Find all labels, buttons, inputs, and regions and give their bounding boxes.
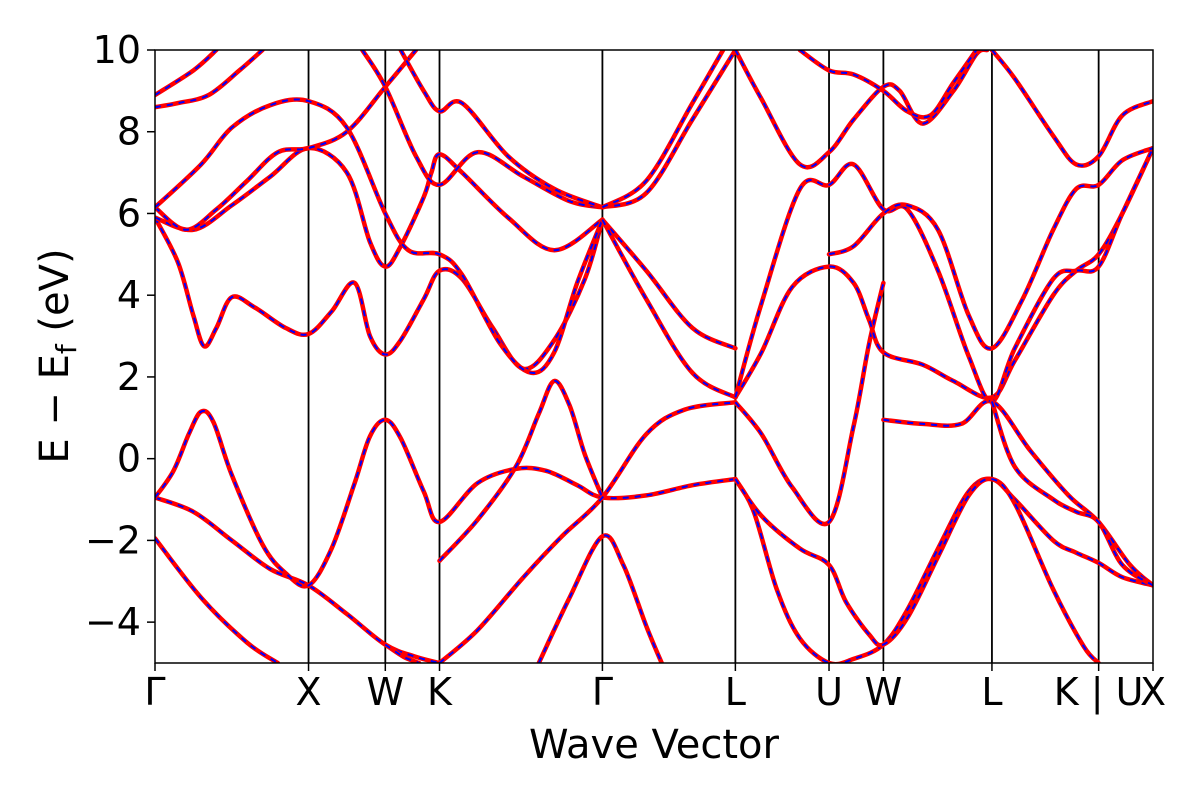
x-tick-label: Γ xyxy=(144,670,165,714)
band-line-blue-dashed xyxy=(361,50,603,209)
plot-background xyxy=(155,50,1153,663)
band-line-blue-dashed xyxy=(799,50,978,119)
x-tick-label: K | U xyxy=(1054,670,1144,715)
band-line-red xyxy=(826,145,1153,351)
x-tick-label: W xyxy=(367,670,405,714)
band-line-blue-dashed xyxy=(991,50,1153,167)
band-line-blue-dashed xyxy=(399,50,603,209)
y-axis-label: E − Ef (eV) xyxy=(32,248,83,463)
band-line-blue-dashed xyxy=(155,217,604,370)
y-tick-label: −2 xyxy=(85,518,141,562)
x-tick-label: W xyxy=(865,670,903,714)
band-line-blue-dashed xyxy=(155,409,736,588)
band-line-blue-dashed xyxy=(734,147,1153,403)
x-tick-label: L xyxy=(725,670,746,714)
y-axis-label-sub: f xyxy=(50,343,83,354)
band-line-blue-dashed xyxy=(601,50,724,209)
x-tick-label: X xyxy=(1140,670,1166,714)
band-line-blue-dashed xyxy=(990,401,1153,587)
band-line-blue-dashed xyxy=(537,534,663,663)
band-line-blue-dashed xyxy=(734,282,885,525)
x-tick-label: L xyxy=(981,670,1002,714)
band-line-blue-dashed xyxy=(734,50,988,169)
x-axis-label: Wave Vector xyxy=(529,722,780,768)
band-line-red xyxy=(155,50,219,98)
plot-frame xyxy=(154,49,1154,664)
y-tick-label: 2 xyxy=(117,355,141,399)
y-tick-label: 8 xyxy=(117,110,141,154)
band-line-blue-dashed xyxy=(155,98,604,374)
x-tick-label: K xyxy=(427,670,453,714)
x-tick-label: X xyxy=(296,670,322,714)
y-axis-label-main: E − E xyxy=(32,354,78,464)
y-tick-label: 0 xyxy=(117,437,141,481)
band-line-blue-dashed xyxy=(438,401,736,663)
bands-layer xyxy=(155,50,1153,663)
x-tick-label: Γ xyxy=(592,670,613,714)
y-tick-label: 10 xyxy=(93,28,141,72)
band-line-blue-dashed xyxy=(734,477,1153,663)
band-line-blue-dashed xyxy=(734,147,1153,399)
band-line-blue-dashed xyxy=(155,50,264,109)
band-line-blue-dashed xyxy=(155,537,279,663)
band-line-blue-dashed xyxy=(602,50,737,209)
x-tick-label: U xyxy=(815,670,843,714)
y-axis-ticks: −4 −2 0 2 4 6 8 10 xyxy=(85,28,155,644)
band-line-blue-dashed xyxy=(155,147,603,268)
band-line-blue-dashed xyxy=(734,477,1100,663)
band-line-blue-dashed xyxy=(155,50,417,231)
y-axis-label-unit: (eV) xyxy=(32,248,78,344)
y-tick-label: 4 xyxy=(117,273,141,317)
band-line-blue-dashed xyxy=(601,219,736,399)
band-line-blue-dashed xyxy=(601,218,736,350)
band-line-blue-dashed xyxy=(384,643,420,663)
band-line-blue-dashed xyxy=(438,380,604,562)
band-line-blue-dashed xyxy=(883,400,1153,587)
y-tick-label: −4 xyxy=(85,600,141,644)
y-tick-label: 6 xyxy=(117,191,141,235)
